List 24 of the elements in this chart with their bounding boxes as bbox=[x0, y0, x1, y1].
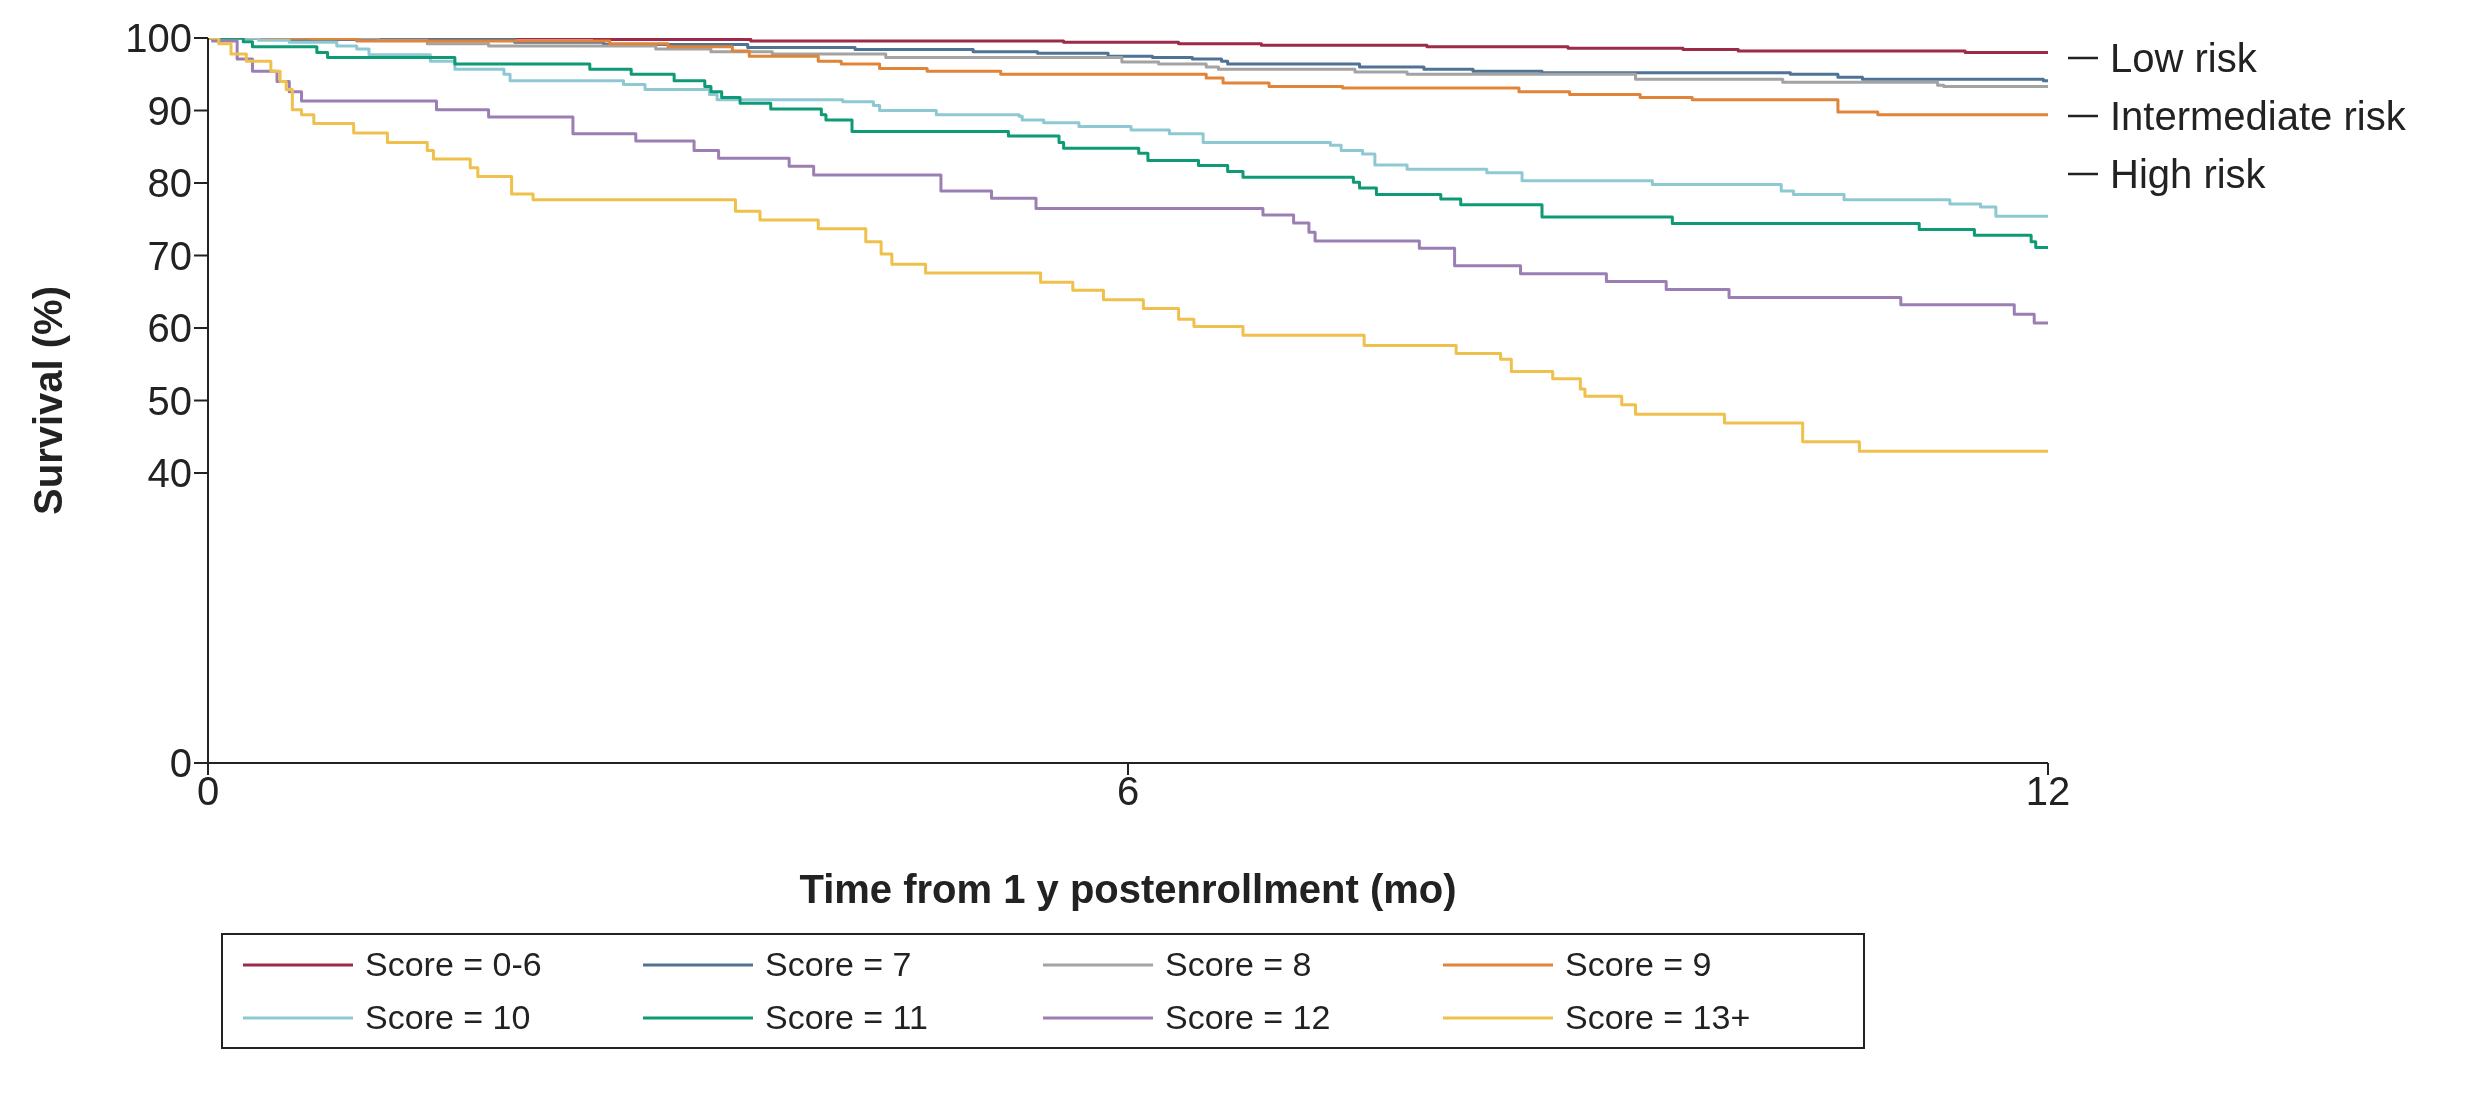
y-tick-label: 50 bbox=[147, 378, 192, 423]
y-tick-label: 40 bbox=[147, 451, 192, 496]
y-tick-label: 80 bbox=[147, 161, 192, 206]
legend-label: Score = 10 bbox=[365, 998, 531, 1037]
text: Intermediate risk bbox=[2110, 94, 2407, 138]
y-tick-label: 70 bbox=[147, 233, 192, 278]
y-axis-title: Survival (%) bbox=[26, 286, 71, 515]
legend-label: Score = 0-6 bbox=[365, 945, 542, 984]
text: High risk bbox=[2110, 152, 2267, 196]
legend-label: Score = 11 bbox=[765, 998, 928, 1037]
legend-label: Score = 8 bbox=[1165, 945, 1312, 984]
x-tick-label: 12 bbox=[2025, 769, 2071, 814]
y-tick-label: 60 bbox=[147, 306, 192, 351]
y-tick-label: 100 bbox=[125, 16, 192, 61]
legend-label: Score = 13+ bbox=[1565, 998, 1751, 1037]
y-tick-label: 0 bbox=[169, 741, 192, 786]
legend-label: Score = 9 bbox=[1565, 945, 1712, 984]
y-tick-label: 90 bbox=[147, 88, 192, 133]
x-tick-label: 0 bbox=[196, 769, 220, 814]
text: Low risk bbox=[2110, 36, 2258, 80]
legend-label: Score = 7 bbox=[765, 945, 912, 984]
x-tick-label: 6 bbox=[1116, 769, 1140, 814]
legend-label: Score = 12 bbox=[1165, 998, 1331, 1037]
x-axis-title: Time from 1 y postenrollment (mo) bbox=[799, 867, 1457, 911]
